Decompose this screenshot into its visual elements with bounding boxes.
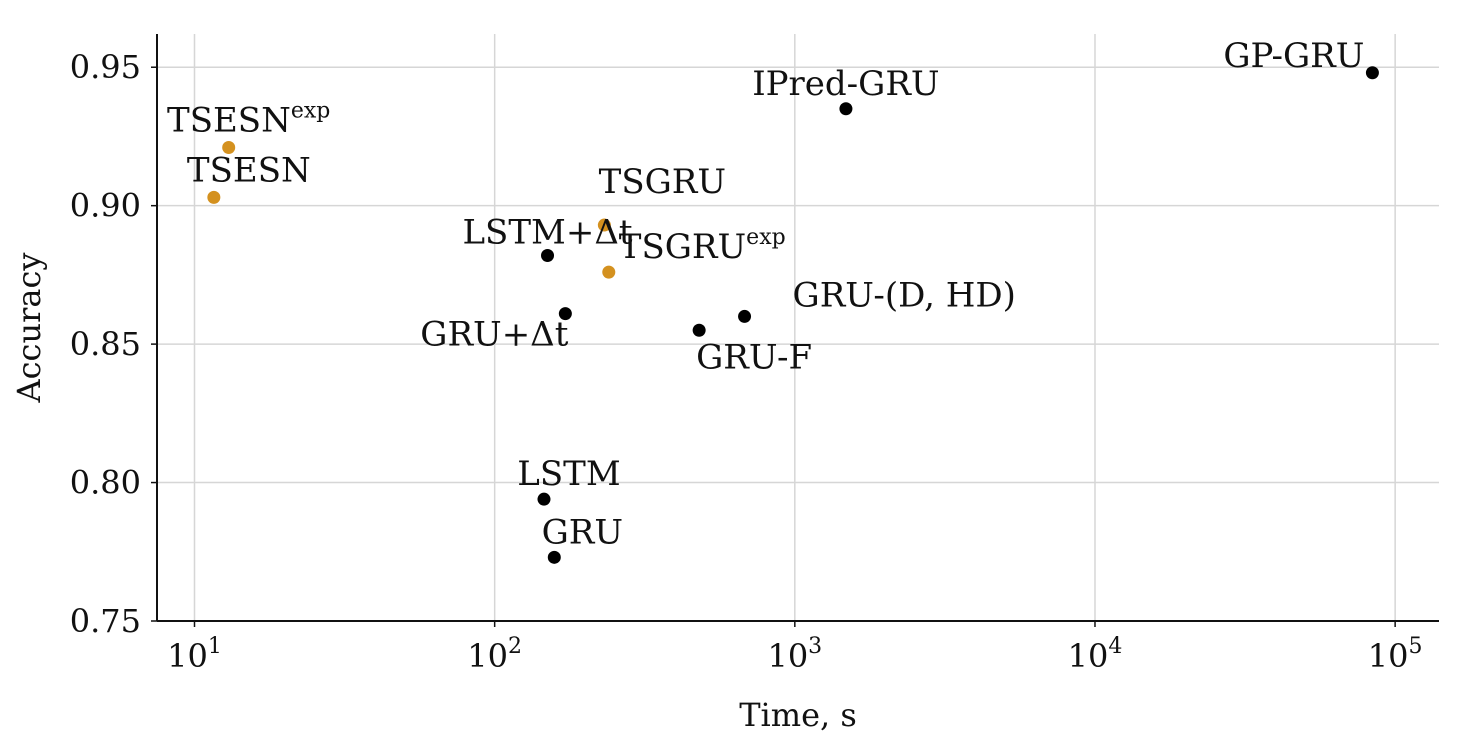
x-tick-label: 103 [767,634,822,675]
x-tick-label: 104 [1068,634,1123,675]
point-label-tsesn: TSESN [187,150,311,190]
x-axis-label: Time, s [739,696,857,734]
point-label-lstm: LSTM [517,454,620,494]
data-point-tsgru-exp [602,265,616,279]
data-point-tsesn [207,190,221,204]
point-label-tsgru: TSGRU [599,162,726,202]
y-tick-label: 0.95 [70,48,141,86]
x-tick-label: 105 [1368,634,1423,675]
x-tick-label: 101 [167,634,222,675]
point-label-gru-d-hd: GRU-(D, HD) [793,275,1016,315]
grid-layer [157,34,1439,622]
data-point-gru-t [558,307,572,321]
data-point-tsgru [597,218,611,232]
y-axis-label: Accuracy [10,253,48,404]
axes-layer [156,34,1439,622]
y-tick-label: 0.90 [70,187,141,225]
point-label-ipred-gru: IPred-GRU [752,64,939,104]
point-label-tsesn-exp: TSESNexp [167,99,330,141]
point-label-gru-f: GRU-F [696,337,812,377]
data-point-gru-f [692,323,706,337]
data-point-tsesn-exp [222,141,236,155]
labels-layer: GP-GRU IPred-GRU TSESNexp TSESN TSGRU LSTM+Δt… [167,36,1364,553]
point-label-gru: GRU [542,512,623,552]
y-tick-label: 0.80 [70,464,141,502]
point-label-gp-gru: GP-GRU [1223,36,1364,76]
data-point-gru [547,550,561,564]
y-tick-label: 0.75 [70,602,141,640]
points-layer [207,66,1379,564]
point-label-lstm-t: LSTM+Δt [462,213,632,253]
ticks-layer: 101 102 103 104 105 0.75 0.80 0.85 0.90 0.95 [70,48,1423,675]
point-label-gru-t: GRU+Δt [420,315,568,355]
point-label-tsgru-exp: TSGRUexp [619,225,786,267]
x-tick-label: 102 [467,634,522,675]
data-point-lstm-t [541,249,555,263]
data-point-lstm [537,492,551,506]
data-point-gp-gru [1365,66,1379,80]
data-point-gru-d-hd [738,309,752,323]
data-point-ipred-gru [839,102,853,116]
y-tick-label: 0.85 [70,325,141,363]
